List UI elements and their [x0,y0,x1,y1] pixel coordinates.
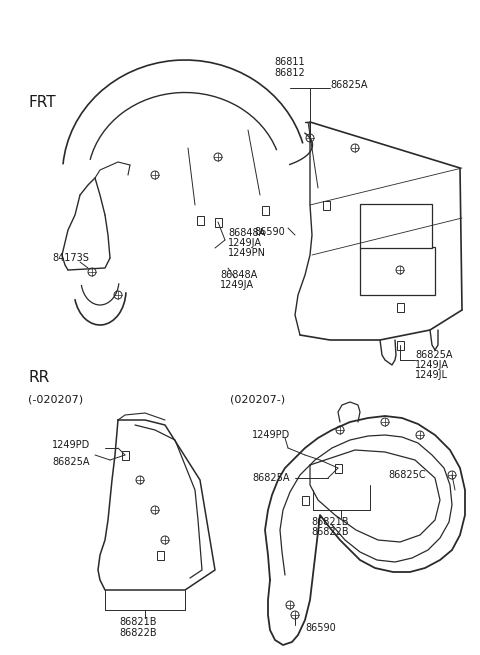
Text: 1249PD: 1249PD [252,430,290,440]
Text: 86822B: 86822B [119,628,157,638]
Text: 86825A: 86825A [52,457,89,467]
Text: 86821B: 86821B [311,517,349,527]
Text: 86848A: 86848A [220,270,257,280]
Text: (020207-): (020207-) [230,395,285,405]
Text: RR: RR [28,370,49,385]
Text: 86590: 86590 [305,623,336,633]
Text: 1249JA: 1249JA [228,238,262,248]
Bar [301,495,309,504]
Text: 86590: 86590 [254,227,285,237]
Bar [156,550,164,559]
Text: 1249JL: 1249JL [415,370,448,380]
Text: 84173S: 84173S [52,253,89,263]
Text: 1249PD: 1249PD [52,440,90,450]
Text: 86825C: 86825C [388,470,426,480]
Text: (-020207): (-020207) [28,395,83,405]
Bar [360,204,432,248]
Bar [360,247,435,295]
Text: 1249JA: 1249JA [415,360,449,370]
Text: 86848A: 86848A [228,228,265,238]
Bar [262,206,268,214]
Bar [396,303,404,312]
Bar [121,451,129,460]
Text: 86825A: 86825A [252,473,289,483]
Text: 1249PN: 1249PN [228,248,266,258]
Text: FRT: FRT [28,95,56,110]
Text: 86811: 86811 [275,57,305,67]
Text: 86821B: 86821B [119,617,157,627]
Bar [196,215,204,225]
Bar [396,341,404,350]
Bar [335,464,341,472]
Text: 1249JA: 1249JA [220,280,254,290]
Bar [215,217,221,227]
Text: 86825A: 86825A [415,350,453,360]
Text: 86812: 86812 [275,68,305,78]
Text: 86825A: 86825A [330,80,368,90]
Text: 86822B: 86822B [311,527,349,537]
Bar [323,200,329,210]
